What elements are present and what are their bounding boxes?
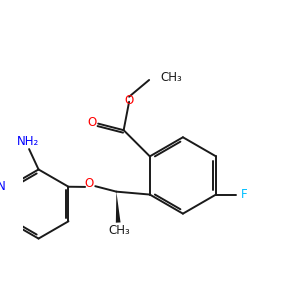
Text: O: O	[87, 116, 97, 129]
Text: O: O	[85, 177, 94, 190]
Text: N: N	[0, 179, 6, 193]
Text: CH₃: CH₃	[108, 224, 130, 237]
Polygon shape	[116, 192, 121, 223]
Text: NH₂: NH₂	[17, 135, 40, 148]
Text: CH₃: CH₃	[161, 70, 182, 84]
Text: F: F	[241, 188, 247, 201]
Text: O: O	[124, 94, 134, 107]
